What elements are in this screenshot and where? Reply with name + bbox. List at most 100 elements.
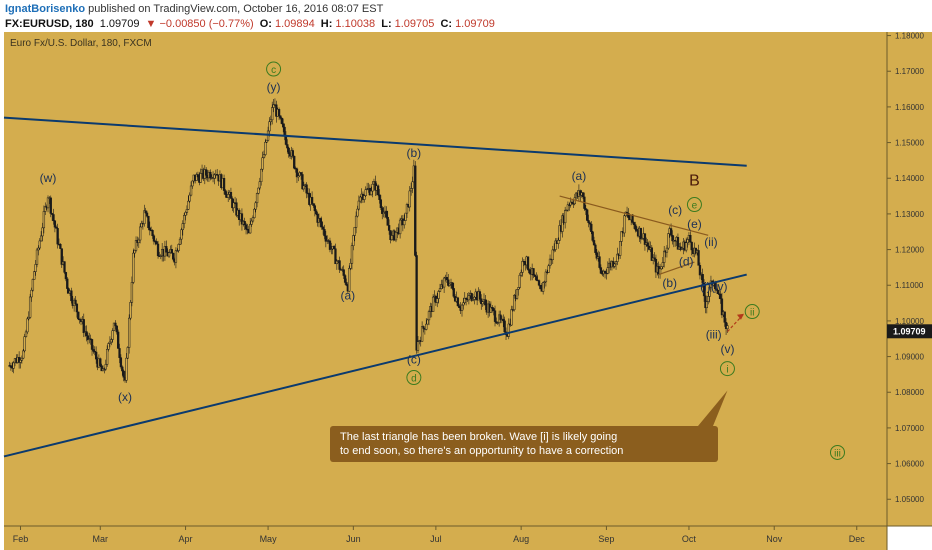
trendline-upper	[3, 116, 747, 167]
candle-body	[701, 274, 704, 284]
candle-body	[599, 267, 603, 274]
candle-body	[64, 272, 68, 280]
candle-body	[249, 224, 252, 234]
candle-body	[463, 298, 466, 303]
candle-body	[495, 321, 498, 324]
wave-label: (v)	[720, 342, 734, 356]
candle-body	[213, 174, 216, 179]
candle-body	[315, 210, 318, 215]
candle-body	[460, 304, 464, 311]
price-axis-panel	[887, 32, 932, 526]
candle-body	[216, 174, 219, 176]
low-label: L:	[381, 18, 392, 30]
candle-body	[93, 351, 96, 353]
candle-body	[381, 207, 384, 214]
candle-body	[376, 185, 380, 196]
candle-body	[616, 253, 619, 262]
wave-label: (i)	[700, 280, 711, 294]
candle-body	[669, 228, 673, 236]
candle-body	[100, 365, 103, 372]
candle-body	[425, 323, 428, 330]
wave-label: (b)	[407, 146, 422, 160]
candle-body	[566, 204, 570, 211]
candle-body	[312, 203, 315, 206]
candle-body	[151, 230, 154, 237]
candle-body	[447, 279, 450, 286]
candle-body	[286, 144, 289, 149]
x-tick-label: May	[260, 534, 278, 544]
candle-body	[174, 250, 178, 263]
candle-body	[140, 222, 143, 228]
wave-label: (ii)	[704, 235, 717, 249]
candle-body	[310, 197, 314, 204]
candle-body	[519, 272, 523, 276]
candle-body	[598, 256, 601, 268]
candle-body	[422, 326, 425, 329]
candle-body	[385, 210, 388, 218]
candle-body	[613, 263, 616, 267]
candle-body	[41, 227, 44, 237]
candle-body	[257, 187, 260, 194]
callout-pointer	[698, 390, 728, 426]
candle-body	[532, 268, 535, 276]
candle-body	[592, 240, 596, 246]
candle-body	[639, 227, 642, 240]
price-tag-box	[887, 324, 932, 339]
candle-body	[456, 297, 460, 307]
candle-body	[63, 261, 66, 273]
candle-body	[108, 341, 112, 344]
candle-body	[641, 238, 644, 240]
candle-body	[458, 305, 461, 308]
candle-body	[139, 226, 142, 241]
candle-body	[181, 223, 184, 231]
candle-body	[101, 368, 105, 372]
candle-body	[473, 297, 476, 300]
time-axis-panel	[4, 526, 887, 550]
candle-body	[86, 335, 90, 341]
candle-body	[117, 331, 120, 349]
candle-body	[147, 215, 150, 229]
candle-body	[137, 239, 140, 243]
candle-body	[188, 194, 191, 202]
open-label: O:	[259, 18, 272, 30]
candle-body	[431, 296, 435, 312]
candle-body	[104, 364, 107, 370]
wave-label: B	[689, 172, 700, 189]
y-tick-label: 1.11000	[895, 281, 924, 290]
candle-body	[389, 230, 392, 240]
candle-body	[50, 213, 54, 215]
candle-body	[114, 322, 117, 327]
candle-body	[243, 221, 246, 225]
x-tick-label: Jun	[346, 534, 361, 544]
wave-label: (w)	[40, 171, 57, 185]
candle-body	[665, 247, 669, 253]
candle-body	[705, 301, 708, 309]
candle-body	[125, 357, 128, 381]
candle-body	[128, 317, 131, 348]
y-tick-label: 1.18000	[895, 32, 924, 41]
candle-body	[42, 211, 46, 229]
candle-body	[183, 215, 186, 224]
y-tick-label: 1.09000	[895, 353, 924, 362]
candle-body	[564, 209, 567, 224]
candle-body	[70, 290, 73, 302]
candle-body	[635, 228, 638, 231]
candle-body	[551, 249, 554, 260]
candle-body	[448, 283, 451, 286]
candle-body	[277, 109, 281, 117]
candle-body	[643, 233, 647, 245]
author-link[interactable]: IgnatBorisenko	[5, 3, 86, 15]
candle-body	[386, 216, 389, 226]
candle-body	[55, 226, 58, 229]
candle-body	[319, 218, 322, 222]
candle-body	[356, 208, 359, 217]
wave-circle	[406, 370, 422, 386]
trendline-sub_lower	[658, 261, 695, 276]
candle-body	[493, 310, 497, 322]
y-tick-label: 1.05000	[895, 495, 924, 504]
candle-body	[205, 169, 208, 176]
candle-body	[521, 260, 524, 273]
candle-body	[619, 241, 622, 256]
